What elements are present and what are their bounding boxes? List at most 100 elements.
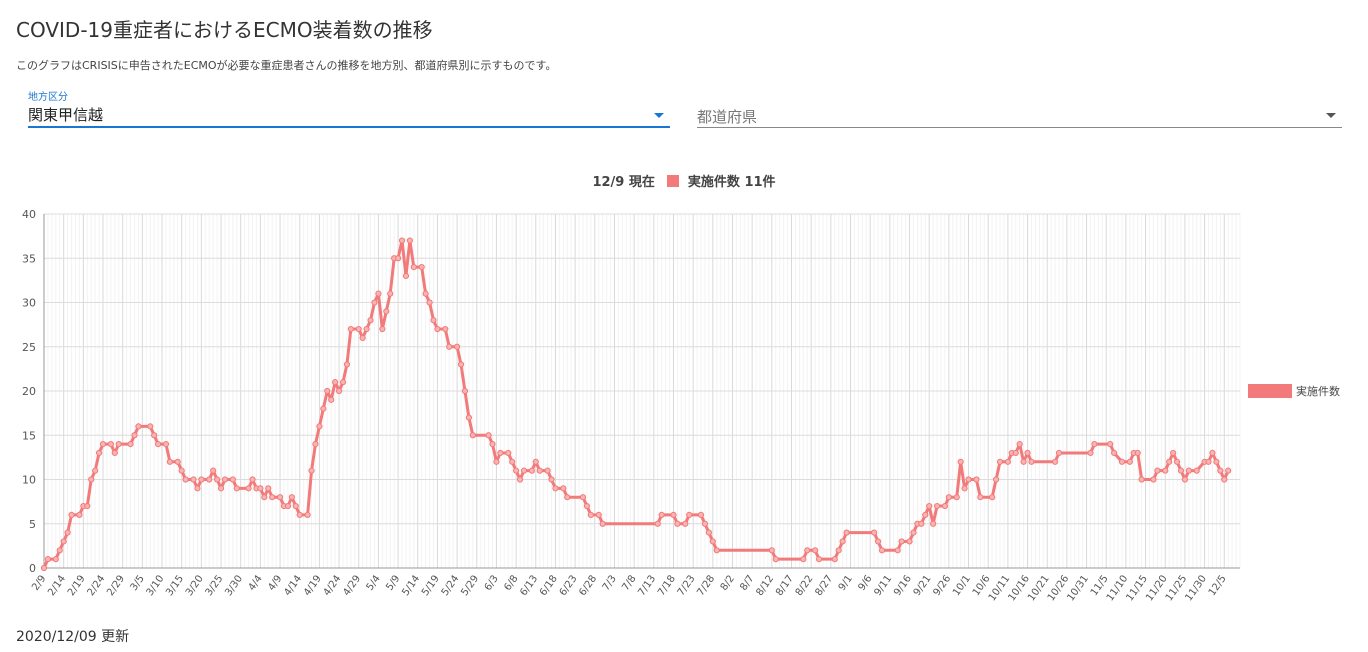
region-select-value: 関東甲信越 xyxy=(28,106,104,124)
region-select[interactable]: 地方区分 関東甲信越 xyxy=(28,88,670,128)
data-point xyxy=(426,299,433,306)
data-point xyxy=(269,494,276,501)
data-point xyxy=(178,467,185,474)
x-tick-label: 2/19 xyxy=(66,573,88,598)
chart-legend[interactable]: 実施件数 xyxy=(1248,383,1340,399)
data-point xyxy=(99,441,107,448)
y-tick-label: 10 xyxy=(22,474,36,487)
data-point xyxy=(595,511,602,519)
x-tick-label: 7/13 xyxy=(636,573,658,598)
data-point xyxy=(945,494,952,501)
x-tick-label: 3/30 xyxy=(223,573,245,598)
data-point xyxy=(166,458,173,465)
region-select-underline xyxy=(28,126,670,128)
data-point xyxy=(92,467,99,474)
data-point xyxy=(878,547,886,554)
data-point xyxy=(965,476,972,483)
data-point xyxy=(497,449,504,457)
x-tick-label: 4/9 xyxy=(266,573,284,592)
data-point xyxy=(713,547,720,554)
data-point xyxy=(1213,458,1220,465)
data-point xyxy=(453,343,461,350)
data-point xyxy=(772,556,779,563)
x-tick-label: 5/14 xyxy=(400,573,422,598)
data-point xyxy=(812,547,819,554)
x-tick-label: 5/29 xyxy=(459,573,481,598)
data-point xyxy=(64,529,71,536)
x-tick-label: 8/27 xyxy=(813,573,835,598)
data-point xyxy=(489,441,496,448)
data-point xyxy=(701,520,709,527)
data-point xyxy=(894,547,901,554)
data-point xyxy=(599,520,606,527)
data-point xyxy=(658,511,665,519)
data-point xyxy=(131,432,138,439)
data-point xyxy=(1173,458,1181,465)
data-point xyxy=(402,272,410,280)
x-tick-label: 8/7 xyxy=(738,573,756,592)
data-point xyxy=(335,387,343,395)
data-point xyxy=(933,502,941,510)
chart-header-date: 12/9 現在 xyxy=(592,175,655,190)
data-point xyxy=(874,538,882,545)
data-point xyxy=(60,538,67,545)
chevron-down-icon[interactable] xyxy=(654,113,664,118)
updated-timestamp: 2020/12/09 更新 xyxy=(16,629,130,645)
data-point xyxy=(1004,458,1011,465)
data-point xyxy=(56,547,63,554)
data-point xyxy=(324,387,331,395)
data-point xyxy=(1177,467,1185,474)
x-tick-label: 2/14 xyxy=(46,573,68,598)
data-point xyxy=(1016,441,1023,448)
data-point xyxy=(151,432,158,439)
y-tick-label: 0 xyxy=(29,562,36,575)
x-tick-label: 7/23 xyxy=(676,573,698,598)
data-point xyxy=(1087,449,1094,457)
data-point xyxy=(973,476,980,483)
x-tick-label: 7/28 xyxy=(695,573,717,598)
data-point xyxy=(509,458,516,465)
data-point xyxy=(815,556,823,563)
data-point xyxy=(1028,458,1035,465)
data-point xyxy=(461,387,469,395)
data-point xyxy=(229,476,236,483)
data-point xyxy=(363,325,370,333)
x-tick-label: 9/11 xyxy=(872,573,894,598)
data-point xyxy=(245,485,252,492)
data-point xyxy=(465,414,472,421)
data-point xyxy=(154,441,162,448)
data-point xyxy=(162,441,170,448)
data-point xyxy=(174,458,181,465)
data-point xyxy=(839,538,846,545)
chevron-down-icon[interactable] xyxy=(1326,113,1336,118)
data-point xyxy=(996,458,1004,465)
data-point xyxy=(127,441,134,448)
data-point xyxy=(1051,458,1059,465)
x-tick-label: 6/8 xyxy=(502,573,520,592)
x-tick-label: 2/9 xyxy=(30,573,48,592)
data-point xyxy=(1166,458,1173,465)
data-point xyxy=(84,502,91,510)
data-point xyxy=(469,432,476,439)
data-point xyxy=(1118,458,1126,465)
data-point xyxy=(532,458,539,465)
prefecture-select[interactable]: 都道府県 xyxy=(697,88,1342,128)
data-point xyxy=(296,511,303,519)
x-tick-label: 12/5 xyxy=(1207,573,1229,598)
data-point xyxy=(430,317,437,324)
data-point xyxy=(1126,458,1133,465)
data-point xyxy=(654,520,661,527)
legend-swatch xyxy=(1248,384,1292,398)
x-tick-label: 5/19 xyxy=(420,573,442,598)
data-point xyxy=(564,494,571,501)
x-tick-label: 9/6 xyxy=(856,573,874,592)
data-point xyxy=(926,502,933,510)
data-point xyxy=(804,547,811,554)
x-tick-label: 6/23 xyxy=(558,573,580,598)
data-point xyxy=(552,485,559,492)
x-tick-label: 7/3 xyxy=(601,573,619,592)
data-point xyxy=(1024,449,1031,457)
chart-header-summary: 実施件数 11件 xyxy=(687,175,776,190)
x-tick-label: 2/29 xyxy=(105,573,127,598)
x-tick-label: 8/2 xyxy=(719,573,737,592)
